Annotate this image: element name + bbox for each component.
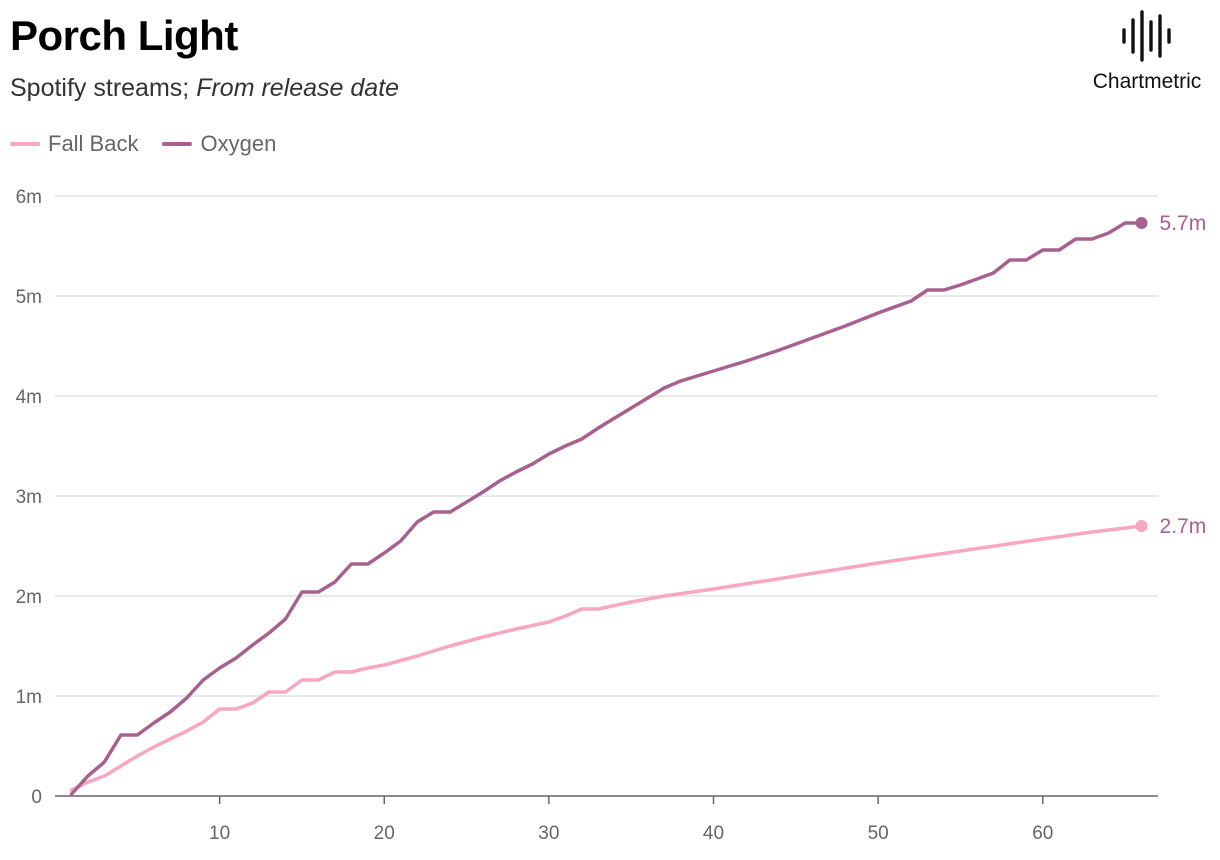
series-line-oxygen (69, 221, 1144, 796)
legend-swatch-fall-back (10, 142, 40, 146)
end-marker-fall-back (1135, 520, 1148, 532)
y-tick-label: 6m (16, 187, 42, 208)
chart-subtitle: Spotify streams; From release date (10, 74, 399, 103)
subtitle-metric: Spotify streams; (10, 74, 190, 102)
x-tick-label: 40 (703, 823, 724, 844)
series-line-fall-back (69, 524, 1144, 792)
chart-title: Porch Light (10, 12, 238, 59)
chart-legend: Fall Back Oxygen (10, 130, 300, 158)
chartmetric-waveform-icon (1122, 10, 1171, 62)
end-label-fall-back: 2.7m (1160, 515, 1207, 538)
x-tick-label: 10 (209, 823, 230, 844)
brand-name: Chartmetric (1092, 70, 1202, 93)
y-tick-label: 1m (16, 687, 42, 708)
legend-item-oxygen[interactable]: Oxygen (162, 131, 276, 157)
x-tick-label: 60 (1032, 823, 1053, 844)
x-tick-label: 20 (374, 823, 395, 844)
x-tick-label: 30 (538, 823, 559, 844)
y-tick-label: 0 (31, 787, 42, 808)
legend-label-oxygen: Oxygen (200, 131, 277, 156)
y-tick-label: 5m (16, 287, 42, 308)
y-tick-label: 3m (16, 487, 42, 508)
chartmetric-logo: Chartmetric (1082, 8, 1212, 98)
y-tick-label: 4m (16, 387, 42, 408)
legend-swatch-oxygen (162, 142, 193, 146)
end-label-oxygen: 5.7m (1160, 212, 1207, 235)
legend-label-fall-back: Fall Back (48, 131, 139, 156)
x-tick-label: 50 (868, 823, 889, 844)
y-tick-label: 2m (16, 587, 42, 608)
end-marker-oxygen (1135, 217, 1148, 229)
subtitle-range: From release date (196, 74, 400, 102)
legend-item-fall-back[interactable]: Fall Back (10, 131, 138, 157)
